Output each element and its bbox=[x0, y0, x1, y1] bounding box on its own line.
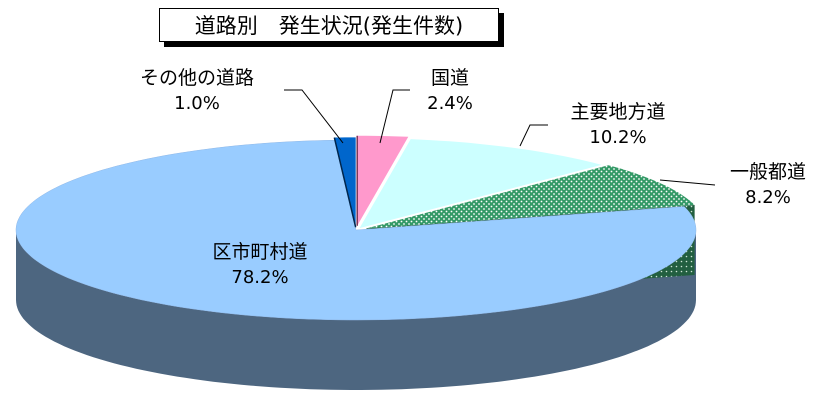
slice-label-metro-name: 一般都道 bbox=[729, 161, 806, 183]
leader-line-metro bbox=[659, 179, 716, 186]
slice-label-other: その他の道路 1.0% bbox=[112, 66, 282, 116]
slice-label-metro-value: 8.2% bbox=[745, 187, 791, 208]
slice-label-other-name: その他の道路 bbox=[139, 67, 254, 89]
slice-label-metro: 一般都道 8.2% bbox=[718, 160, 818, 210]
slice-label-main-local: 主要地方道 10.2% bbox=[548, 100, 688, 150]
leader-line-national bbox=[379, 89, 410, 144]
slice-label-main-local-value: 10.2% bbox=[589, 127, 647, 148]
leader-line-other bbox=[284, 89, 344, 144]
slice-label-municipal-value: 78.2% bbox=[231, 267, 289, 288]
slice-label-national-value: 2.4% bbox=[427, 93, 473, 114]
slice-label-municipal-name: 区市町村道 bbox=[212, 241, 308, 263]
slice-label-national: 国道 2.4% bbox=[418, 66, 482, 116]
slice-label-national-name: 国道 bbox=[430, 67, 469, 89]
slice-municipal bbox=[15, 139, 697, 321]
leader-line-main-local bbox=[519, 124, 548, 147]
slice-edge-other bbox=[333, 137, 357, 228]
slice-label-municipal: 区市町村道 78.2% bbox=[185, 240, 335, 290]
slice-side-municipal bbox=[16, 230, 696, 390]
slice-national bbox=[357, 135, 409, 226]
slice-label-main-local-name: 主要地方道 bbox=[570, 101, 666, 123]
slice-main-local bbox=[359, 139, 602, 229]
chart-title: 道路別 発生状況(発生件数) bbox=[159, 8, 499, 42]
slice-metro bbox=[366, 165, 695, 229]
slice-label-other-value: 1.0% bbox=[174, 93, 220, 114]
